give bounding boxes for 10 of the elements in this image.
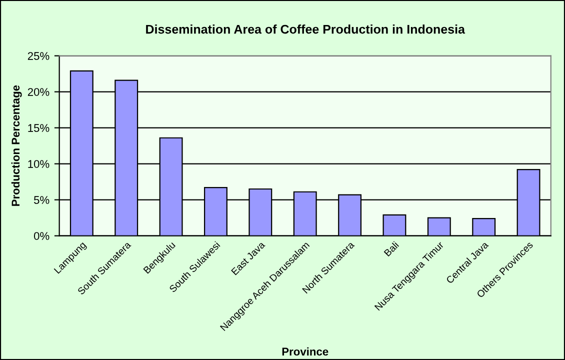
y-tick-label: 5% <box>34 196 50 204</box>
y-tick-label: 20% <box>28 88 50 96</box>
y-tick-label: 25% <box>28 52 50 60</box>
chart-title: Dissemination Area of Coffee Production in Indonesia <box>146 24 466 34</box>
y-tick-label: 10% <box>28 160 50 168</box>
y-axis-title: Production Percentage <box>11 85 22 206</box>
x-axis-title: Province <box>282 347 328 356</box>
y-tick-label: 0% <box>34 232 50 240</box>
y-tick-label: 15% <box>28 124 50 132</box>
x-tick-label: Bali <box>384 241 400 257</box>
